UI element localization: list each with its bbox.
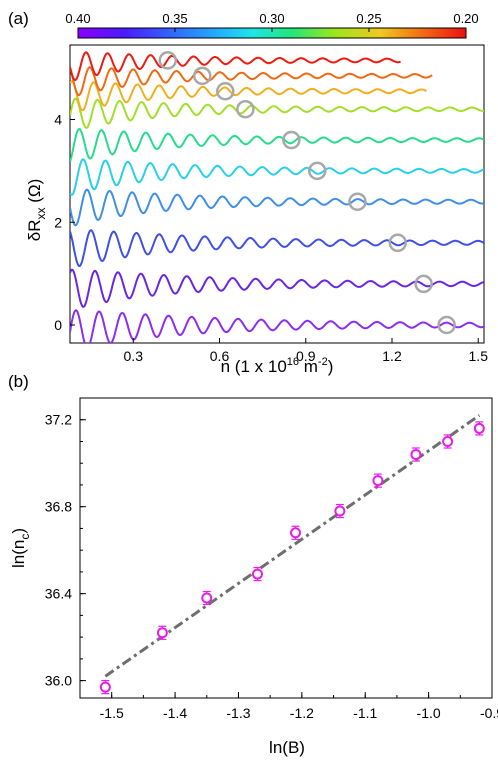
oscillation-curve [70,80,427,112]
plot-b-y-label: ln(nc) [9,528,32,568]
data-point [372,475,384,487]
plot-b-y-label-post: ) [9,528,28,534]
oscillation-curves [70,51,484,343]
oscillation-curve [70,188,484,227]
data-point [442,435,454,447]
onset-marker-circle [308,161,327,181]
plot-b-y-tick-label: 36.8 [45,499,72,515]
plot-b-y-label-sub: c [18,534,32,540]
data-point [99,681,111,693]
plot-b: -1.5-1.4-1.3-1.2-1.1-1.0-0.9 36.036.436.… [45,397,498,721]
data-point [410,449,422,461]
colorbar: 0.40 0.35 0.30 0.25 0.20 [65,11,479,39]
data-point [251,568,263,580]
plot-a-x-label-pre: n (1 x 10 [221,357,287,376]
oscillation-curve [70,51,401,82]
plot-a-y-tick-label: 2 [54,214,62,230]
plot-a-y-tick-label: 0 [54,317,62,333]
panel-b-label: (b) [8,372,29,391]
plot-b-x-tick-label: -1.0 [417,705,441,721]
plot-b-x-tick-label: -0.9 [480,705,498,721]
onset-marker-circle [414,274,433,294]
plot-b-y-ticks: 36.0 36.4 36.8 37.2 [45,412,86,689]
onset-marker-circle [437,315,456,335]
plot-b-points [99,421,485,695]
plot-a-x-tick-label: 1.2 [382,348,402,364]
onset-marker-circle [216,81,235,101]
plot-a-y-label-main: δR [25,220,44,242]
plot-a-y-label-sub: xx [34,208,48,220]
onset-marker-circle [193,66,212,86]
data-point [290,527,302,539]
onset-marker-circle [348,192,367,211]
oscillation-curve [70,309,484,343]
data-point [334,505,346,517]
data-point [156,627,168,639]
plot-a-x-tick-label: 0.9 [296,348,316,364]
onset-marker-circle [388,233,407,253]
plot-a-x-label-post: ) [328,357,334,376]
plot-b-x-ticks: -1.5 -1.4 -1.3 -1.2 -1.1 -1.0 -0.9 [79,692,498,721]
plot-a-x-ticks: 0.3 0.6 0.9 1.2 1.5 [124,338,489,364]
colorbar-ticks: 0.40 0.35 0.30 0.25 0.20 [65,11,479,32]
plot-a-y-tick-label: 4 [54,112,62,128]
plot-a-x-tick-label: 0.3 [124,348,144,364]
plot-a-x-label-mid: m [299,357,318,376]
plot-b-frame [79,397,493,699]
panel-a-label: (a) [8,9,29,28]
oscillation-curve [70,127,484,162]
plot-a-x-tick-label: 0.6 [210,348,230,364]
plot-b-x-tick-label: -1.1 [353,705,377,721]
colorbar-tick-label: 0.25 [356,11,381,26]
plot-a-y-label-unit: (Ω) [25,179,44,208]
data-point [473,422,485,434]
plot-a-x-tick-label: 1.5 [469,348,489,364]
onset-marker-circle [236,99,255,119]
plot-a: 0.3 0.6 0.9 1.2 1.5 0 2 4 [54,44,489,364]
onset-marker-circle [158,51,177,70]
plot-b-y-tick-label: 37.2 [45,412,72,428]
plot-b-x-label: ln(B) [269,738,305,757]
plot-b-y-tick-label: 36.4 [45,586,72,602]
oscillation-curve [70,158,484,196]
oscillation-curve [70,229,484,267]
colorbar-tick-label: 0.30 [259,11,284,26]
onset-marker-circle [282,130,301,150]
plot-b-x-tick-label: -1.2 [290,705,314,721]
plot-a-x-label-sup2: -2 [318,356,328,368]
colorbar-tick-label: 0.20 [453,11,478,26]
data-point [201,592,213,604]
plot-b-y-label-pre: ln(n [9,540,28,568]
plot-a-x-label: n (1 x 1016 m-2) [221,356,334,376]
plot-a-y-ticks: 0 2 4 [54,112,75,333]
oscillation-curve [70,66,433,97]
onset-markers [158,51,456,335]
colorbar-tick-label: 0.35 [162,11,187,26]
colorbar-tick-label: 0.40 [65,11,90,26]
plot-a-x-label-sup: 16 [287,356,299,368]
plot-a-y-label: δRxx (Ω) [25,179,48,242]
plot-b-x-tick-label: -1.5 [100,705,124,721]
plot-b-x-tick-label: -1.4 [163,705,187,721]
oscillation-curve [70,97,484,129]
plot-b-y-tick-label: 36.0 [45,673,72,689]
plot-b-x-tick-label: -1.3 [226,705,250,721]
